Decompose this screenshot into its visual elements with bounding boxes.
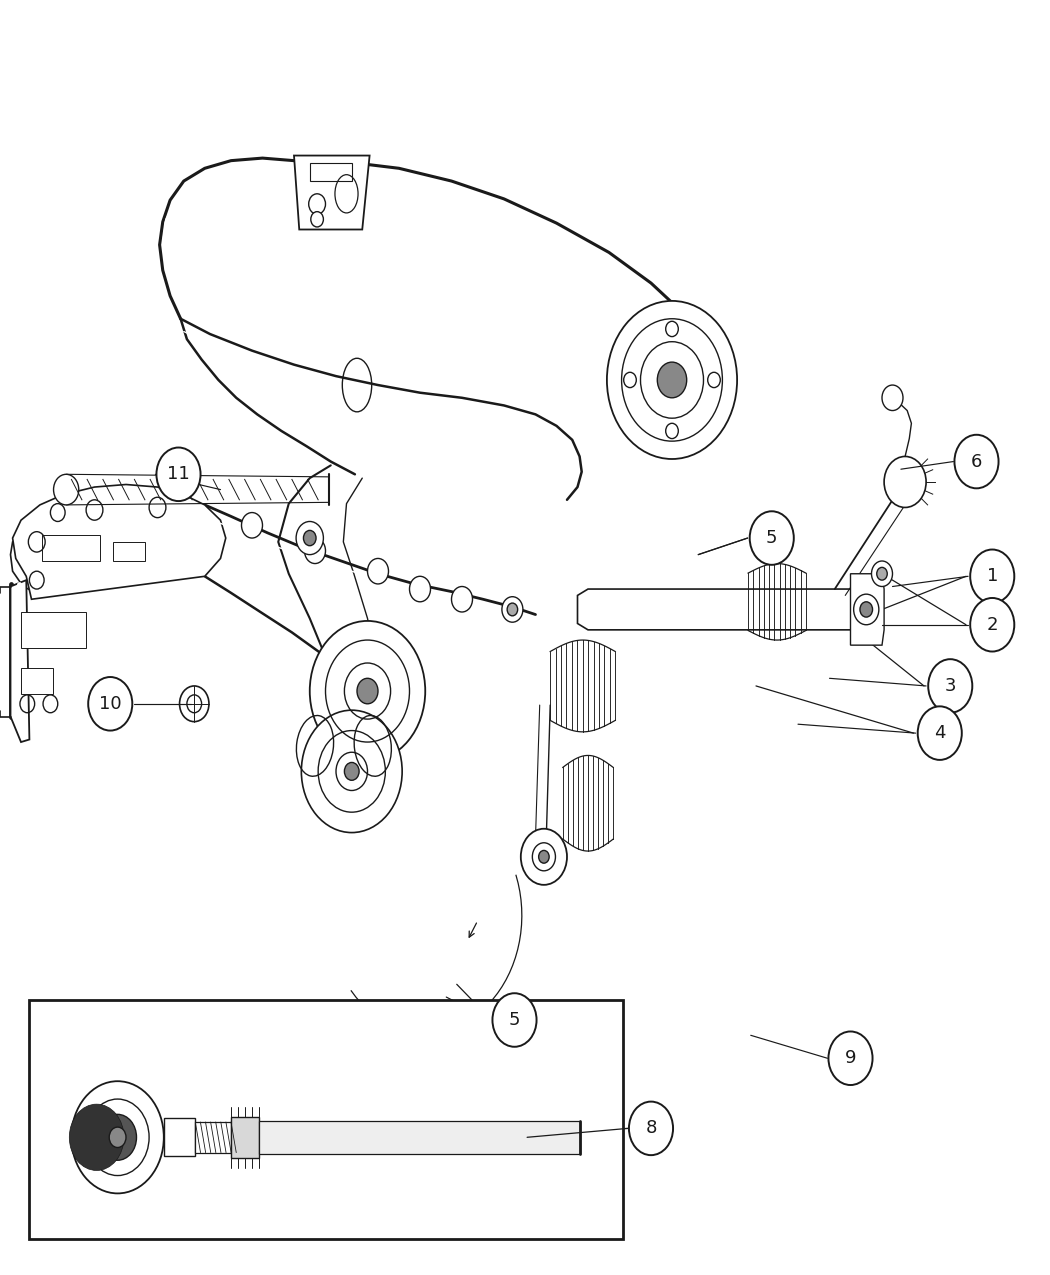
Text: 4: 4 [934,724,945,742]
Polygon shape [294,156,370,229]
Bar [259,1121,580,1154]
Circle shape [296,521,323,555]
Text: 5: 5 [766,529,777,547]
Circle shape [54,474,79,505]
Bar [164,1118,195,1156]
Circle shape [304,538,326,564]
Circle shape [301,710,402,833]
Circle shape [918,706,962,760]
Circle shape [187,695,202,713]
Text: 1: 1 [987,567,998,585]
Text: 9: 9 [845,1049,856,1067]
Circle shape [502,597,523,622]
Circle shape [311,212,323,227]
Circle shape [99,1114,136,1160]
Circle shape [882,385,903,411]
Bar [42,536,100,561]
Circle shape [928,659,972,713]
Text: 3: 3 [945,677,956,695]
Circle shape [860,602,873,617]
Bar [21,612,86,648]
Circle shape [309,194,326,214]
Polygon shape [578,589,882,630]
Circle shape [970,598,1014,652]
Circle shape [69,1104,124,1170]
Bar [29,1000,623,1239]
Circle shape [629,1102,673,1155]
Circle shape [492,993,537,1047]
Circle shape [507,603,518,616]
Circle shape [607,301,737,459]
Polygon shape [13,484,226,599]
Bar [21,668,52,694]
Circle shape [954,435,999,488]
Polygon shape [10,580,29,742]
Text: 10: 10 [99,695,122,713]
Circle shape [368,558,388,584]
Circle shape [750,511,794,565]
Circle shape [708,372,720,388]
Circle shape [357,678,378,704]
Circle shape [532,843,555,871]
Circle shape [970,550,1014,603]
Text: 11: 11 [167,465,190,483]
Circle shape [666,321,678,337]
Circle shape [310,621,425,761]
Circle shape [156,448,201,501]
Circle shape [657,362,687,398]
Circle shape [624,372,636,388]
Circle shape [71,1081,164,1193]
Bar [310,163,352,181]
Circle shape [884,456,926,507]
Circle shape [666,423,678,439]
Text: 6: 6 [971,453,982,470]
Circle shape [877,567,887,580]
Text: 8: 8 [646,1119,656,1137]
Circle shape [854,594,879,625]
Circle shape [828,1031,873,1085]
Circle shape [242,513,262,538]
Circle shape [88,677,132,731]
Bar [113,542,145,561]
Circle shape [452,586,472,612]
Circle shape [521,829,567,885]
Circle shape [109,1127,126,1148]
Polygon shape [850,574,884,645]
Bar [195,1122,231,1153]
Text: 2: 2 [987,616,998,634]
Polygon shape [10,528,82,593]
Text: 5: 5 [509,1011,520,1029]
Circle shape [344,762,359,780]
Circle shape [410,576,430,602]
Circle shape [539,850,549,863]
Bar [231,1117,259,1158]
Circle shape [872,561,892,586]
Circle shape [180,686,209,722]
Circle shape [303,530,316,546]
